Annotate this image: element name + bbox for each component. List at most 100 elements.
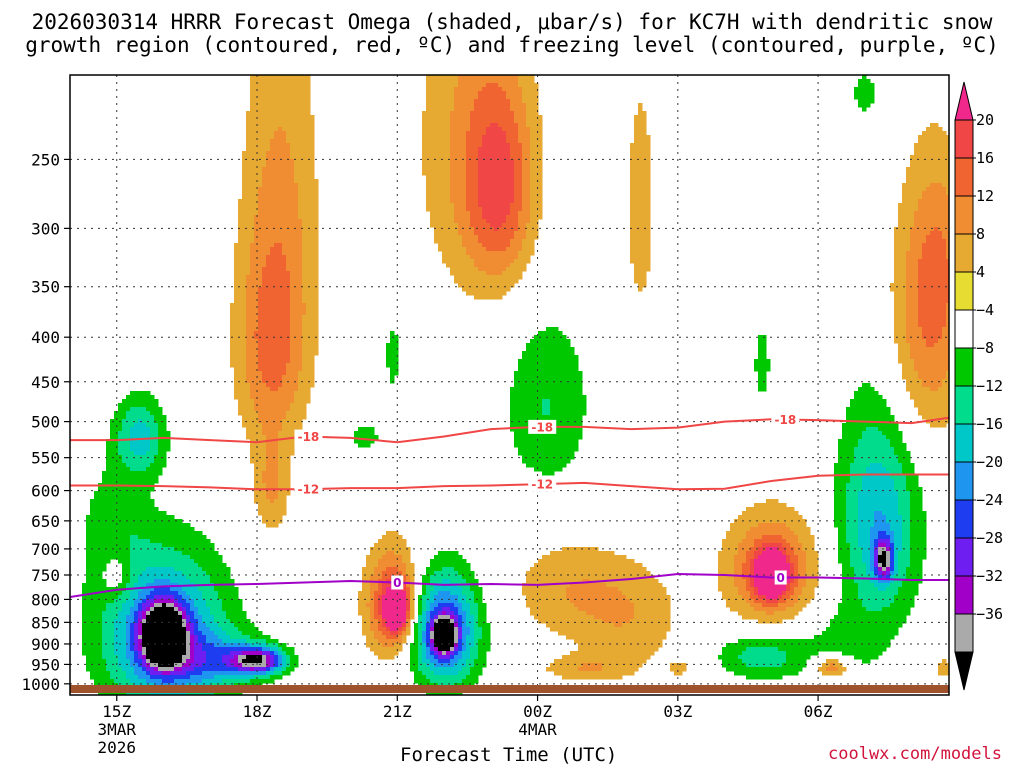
omega-cell [594, 583, 599, 620]
omega-cell [422, 643, 427, 664]
omega-cell [562, 547, 567, 636]
omega-cell [154, 579, 159, 588]
omega-cell [870, 387, 875, 428]
omega-cell [498, 87, 503, 128]
y-tick-label: 400 [31, 328, 60, 347]
omega-cell [450, 611, 455, 616]
omega-cell [446, 659, 451, 664]
omega-cell [426, 667, 431, 680]
omega-cell [246, 655, 251, 664]
omega-cell [278, 75, 283, 128]
omega-cell [234, 643, 239, 648]
omega-cell [874, 579, 879, 588]
omega-cell [202, 535, 207, 572]
omega-cell [254, 215, 259, 332]
omega-cell [718, 655, 723, 660]
omega-cell [182, 575, 187, 592]
omega-cell [922, 339, 927, 388]
omega-cell [598, 663, 603, 672]
omega-cell [562, 655, 567, 680]
omega-cell [370, 547, 375, 576]
omega-cell [742, 639, 747, 652]
omega-cell [670, 663, 675, 672]
omega-cell [254, 667, 259, 672]
omega-cell [474, 75, 479, 100]
omega-cell [174, 667, 179, 672]
omega-cell [782, 639, 787, 652]
contour-label-dgz-18: -18 [298, 430, 320, 444]
omega-cell [762, 607, 767, 612]
omega-cell [154, 399, 159, 424]
omega-cell [610, 623, 615, 680]
omega-cell [466, 659, 471, 676]
omega-cell [538, 331, 543, 472]
omega-cell [234, 627, 239, 640]
omega-cell [902, 475, 907, 580]
omega-cell [750, 507, 755, 528]
omega-cell [218, 599, 223, 628]
omega-cell [154, 507, 159, 544]
omega-cell [218, 639, 223, 648]
omega-cell [174, 663, 179, 668]
omega-cell [514, 231, 519, 260]
omega-cell [158, 595, 163, 600]
omega-cell [926, 387, 931, 424]
omega-cell [282, 419, 287, 516]
omega-cell [746, 551, 751, 592]
x-tick-label: 15Z [102, 702, 131, 721]
omega-cell [286, 411, 291, 496]
omega-cell [206, 643, 211, 672]
x-tick-date: 4MAR [518, 720, 557, 739]
omega-cell [546, 399, 551, 416]
omega-cell [938, 183, 943, 232]
omega-cell [182, 655, 187, 664]
omega-cell [766, 607, 771, 616]
omega-cell [206, 607, 211, 628]
omega-cell [202, 599, 207, 624]
omega-cell [882, 547, 887, 552]
omega-cell [854, 447, 859, 584]
omega-cell [454, 651, 459, 656]
omega-cell [758, 539, 763, 548]
omega-cell [458, 627, 463, 640]
omega-cell [286, 75, 291, 144]
colorbar-label: 16 [976, 149, 994, 167]
omega-cell [394, 639, 399, 644]
omega-cell [626, 599, 631, 624]
omega-cell [158, 579, 163, 588]
omega-cell [470, 111, 475, 228]
omega-cell [862, 563, 867, 608]
omega-cell [878, 567, 883, 572]
omega-cell [450, 203, 455, 276]
omega-cell [602, 551, 607, 584]
omega-cell [366, 603, 371, 608]
omega-cell [810, 535, 815, 600]
y-tick-label: 450 [31, 373, 60, 392]
omega-cell [482, 219, 487, 248]
omega-cell [194, 607, 199, 620]
gridlines [70, 75, 949, 695]
omega-cell [518, 87, 523, 144]
omega-cell [478, 639, 483, 676]
omega-cell [910, 155, 915, 228]
omega-cell [482, 603, 487, 668]
omega-cell [158, 587, 163, 596]
omega-cell [442, 655, 447, 660]
omega-cell [746, 603, 751, 620]
omega-cell [442, 607, 447, 612]
omega-cell [262, 667, 267, 672]
omega-cell [454, 87, 459, 224]
omega-cell [446, 615, 451, 620]
omega-cell [118, 403, 123, 432]
omega-cell [766, 599, 771, 604]
omega-cell [446, 655, 451, 660]
omega-cell [770, 603, 775, 608]
omega-cell [862, 607, 867, 664]
omega-cell [266, 651, 271, 656]
omega-cell [262, 651, 267, 656]
omega-cell [782, 663, 787, 676]
omega-cell [130, 471, 135, 536]
omega-cell [754, 559, 759, 588]
omega-cell [586, 579, 591, 616]
omega-cell [870, 583, 875, 612]
